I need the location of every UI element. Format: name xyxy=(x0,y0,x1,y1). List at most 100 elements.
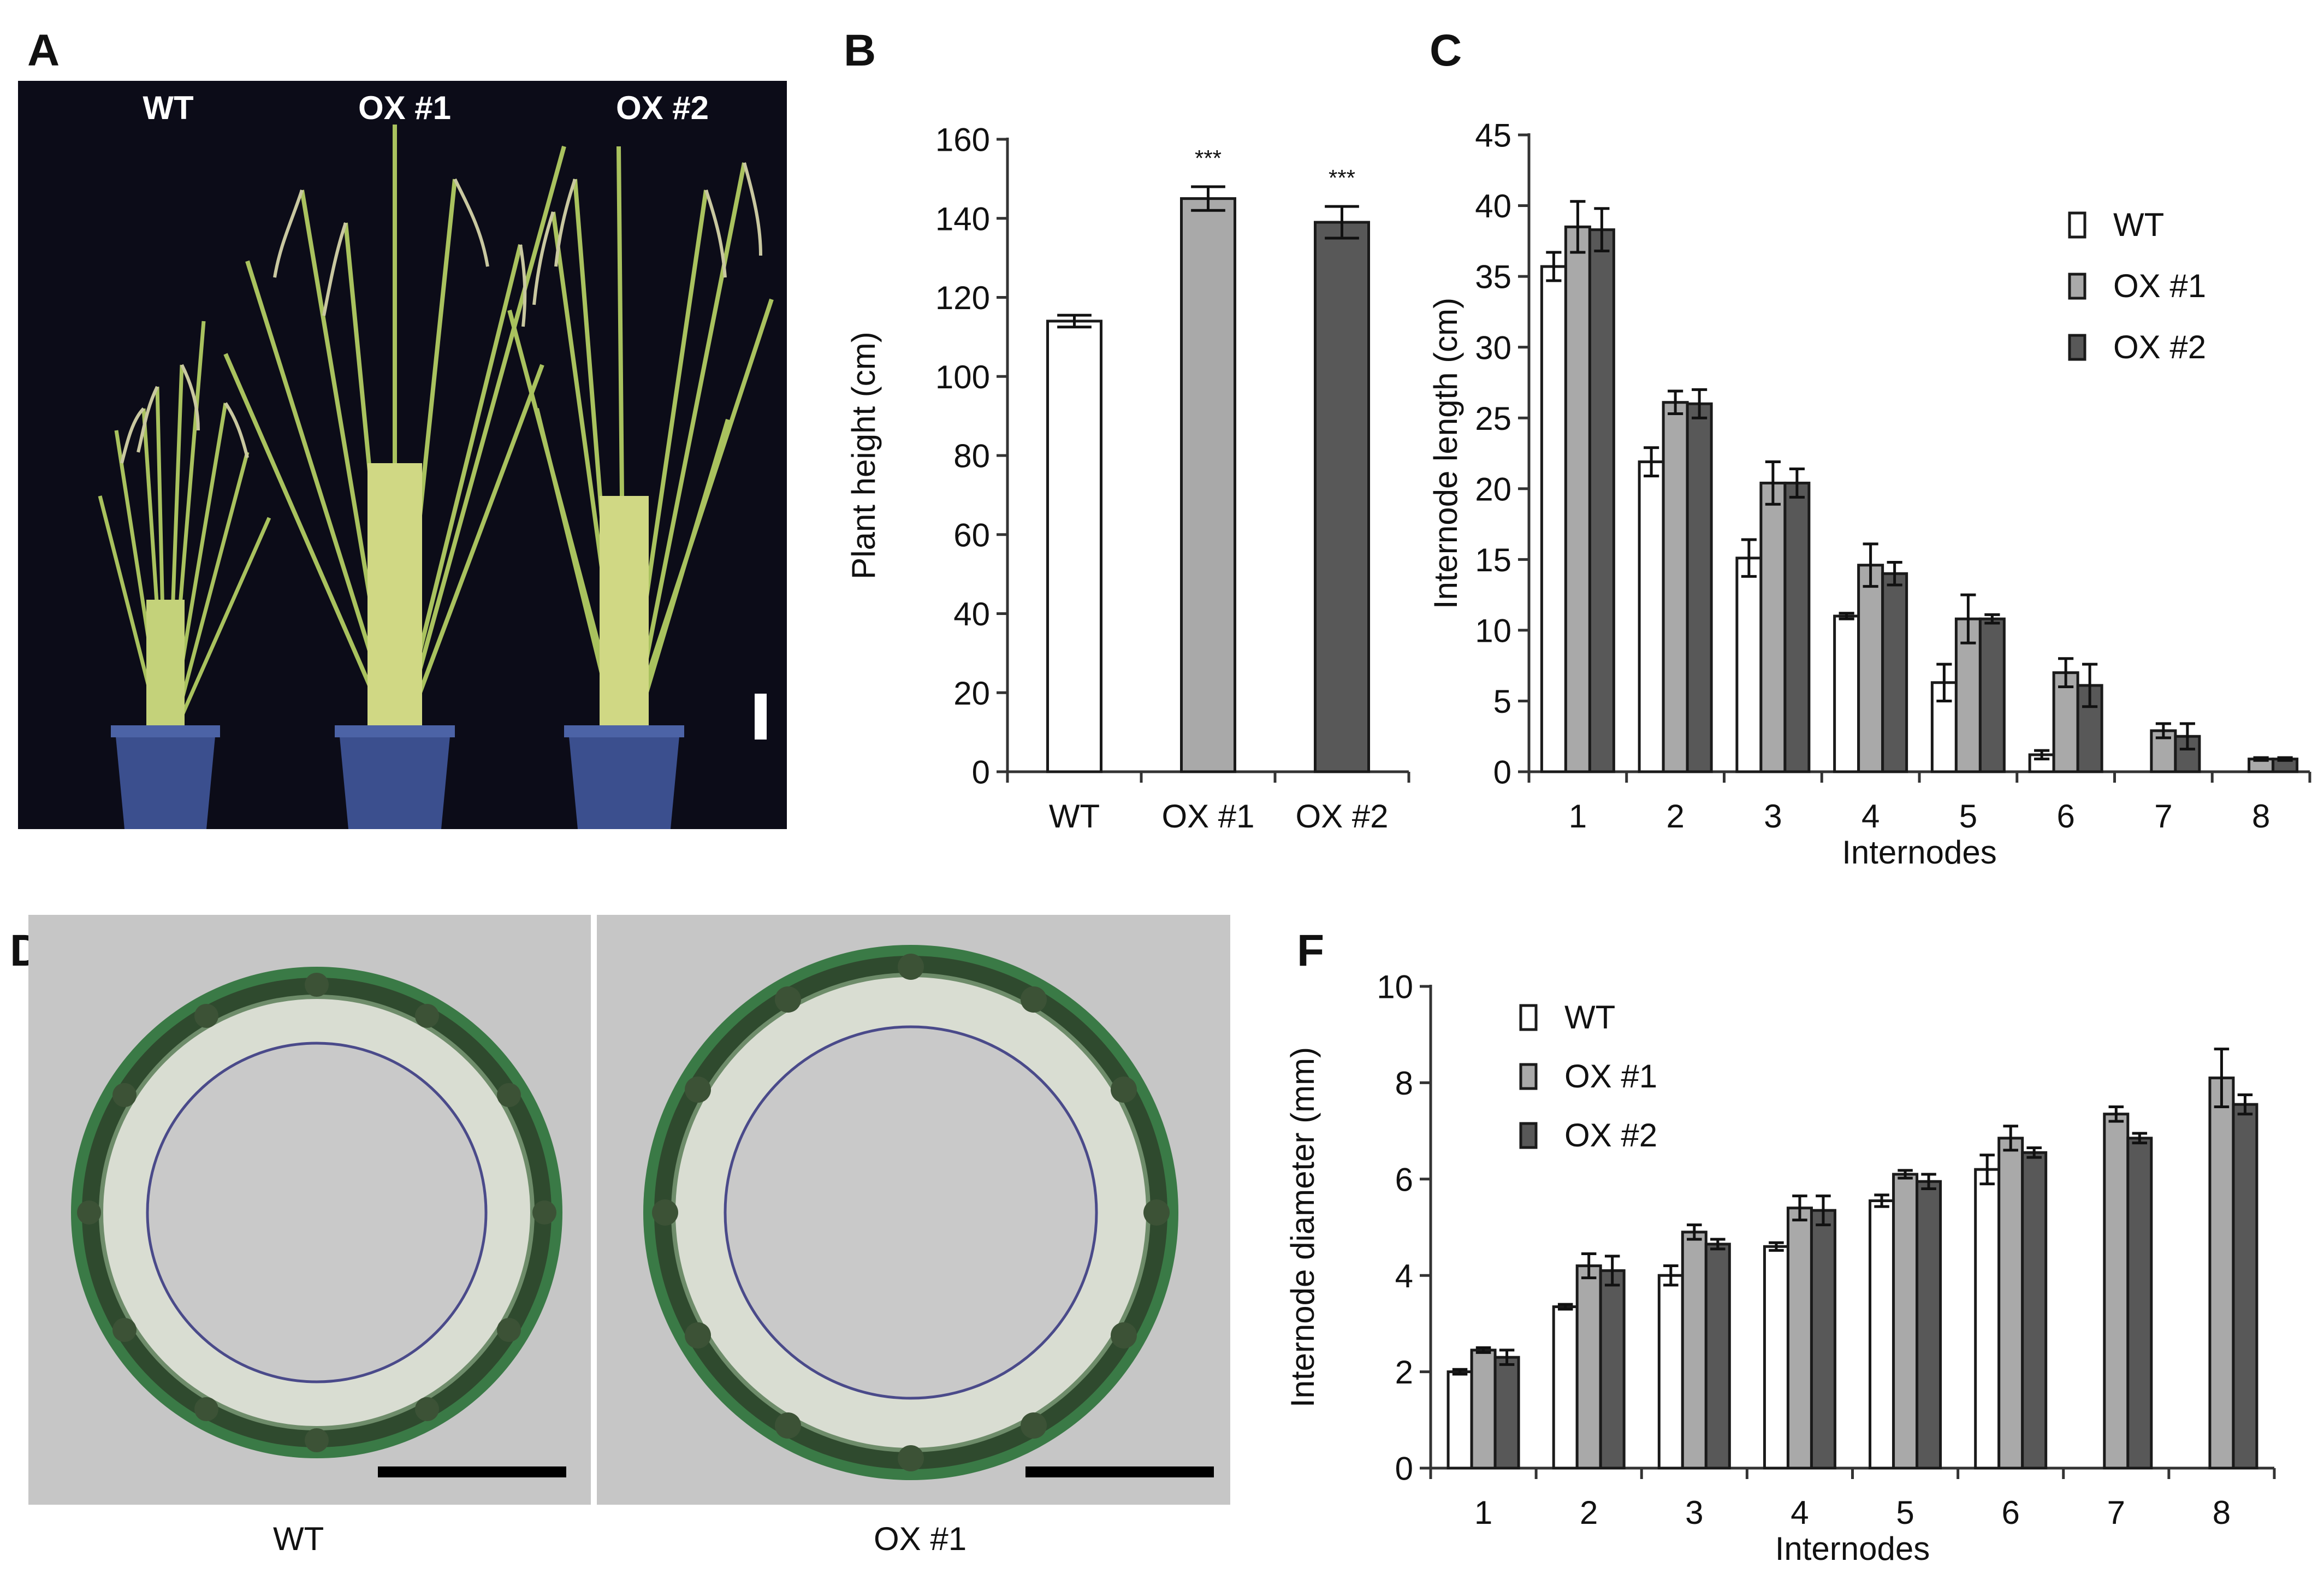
y-tick-label: 2 xyxy=(1395,1354,1413,1391)
bar xyxy=(1786,1207,1813,1470)
photo-label-ox2: OX #2 xyxy=(616,90,709,126)
bar xyxy=(1662,401,1689,773)
x-tick-label: 7 xyxy=(2154,798,2172,835)
x-tick-label: OX #2 xyxy=(1295,798,1388,835)
bar xyxy=(1704,1243,1731,1470)
plant-photo: WT OX #1 OX #2 xyxy=(18,81,787,829)
bar xyxy=(1686,402,1713,773)
bar xyxy=(1046,320,1102,773)
legend-label: OX #2 xyxy=(2113,329,2206,365)
x-tick-label: OX #1 xyxy=(1161,798,1254,835)
x-axis-label: Internodes xyxy=(1775,1530,1930,1567)
bar xyxy=(1783,481,1811,773)
x-tick-label: 8 xyxy=(2252,798,2270,835)
y-tick-label: 30 xyxy=(1475,329,1511,366)
legend-swatch xyxy=(1519,1122,1538,1149)
y-tick-label: 40 xyxy=(1475,188,1511,224)
bar xyxy=(1997,1137,2024,1470)
caption-wt: WT xyxy=(273,1521,324,1557)
x-tick-label: 4 xyxy=(1861,798,1880,835)
scale-bar xyxy=(1025,1466,1214,1477)
legend-label: OX #1 xyxy=(2113,268,2206,304)
bar xyxy=(1857,564,1884,773)
y-tick-label: 40 xyxy=(953,596,990,632)
photo-label-ox1: OX #1 xyxy=(358,90,451,126)
bar xyxy=(1180,197,1236,773)
bar xyxy=(2232,1103,2258,1470)
caption-ox1: OX #1 xyxy=(874,1521,967,1557)
scale-bar xyxy=(378,1466,566,1477)
bar xyxy=(1881,572,1908,773)
panel-label-f: F xyxy=(1297,926,1325,975)
x-tick-label: 8 xyxy=(2213,1494,2231,1531)
legend-swatch xyxy=(2068,273,2086,300)
x-tick-label: 3 xyxy=(1764,798,1782,835)
y-tick-label: 0 xyxy=(1395,1451,1413,1487)
scale-bar xyxy=(755,694,767,740)
plant-ox1 xyxy=(223,125,566,829)
x-tick-label: 1 xyxy=(1474,1494,1492,1531)
bar xyxy=(1540,265,1567,773)
x-tick-label: 2 xyxy=(1666,798,1684,835)
legend-label: OX #2 xyxy=(1564,1117,1657,1154)
bar xyxy=(1446,1370,1473,1470)
x-tick-label: 5 xyxy=(1896,1494,1914,1531)
legend-swatch xyxy=(2068,211,2086,239)
legend-label: WT xyxy=(2113,206,2164,243)
bar xyxy=(1892,1173,1919,1470)
bar xyxy=(1810,1209,1836,1470)
y-tick-label: 8 xyxy=(1395,1065,1413,1102)
y-tick-label: 20 xyxy=(1475,471,1511,507)
y-axis-label: Internode length (cm) xyxy=(1427,298,1464,609)
y-tick-label: 20 xyxy=(953,675,990,712)
bar xyxy=(1657,1274,1684,1470)
y-tick-label: 4 xyxy=(1395,1258,1413,1294)
y-tick-label: 0 xyxy=(972,754,990,791)
bar xyxy=(1314,221,1370,773)
y-tick-label: 45 xyxy=(1475,117,1511,154)
legend-label: OX #1 xyxy=(1564,1058,1657,1095)
y-axis-label: Plant height (cm) xyxy=(845,332,882,579)
x-tick-label: 3 xyxy=(1685,1494,1703,1531)
significance-label: *** xyxy=(1329,165,1355,191)
y-tick-label: 6 xyxy=(1395,1161,1413,1198)
y-tick-label: 100 xyxy=(935,359,990,395)
bar xyxy=(1599,1269,1626,1470)
y-tick-label: 5 xyxy=(1493,683,1511,720)
y-tick-label: 140 xyxy=(935,200,990,237)
x-tick-label: 4 xyxy=(1791,1494,1809,1531)
panel-label-c: C xyxy=(1430,26,1462,75)
plant-ox2 xyxy=(507,146,774,829)
bar xyxy=(2126,1137,2153,1470)
x-tick-label: 6 xyxy=(2002,1494,2020,1531)
y-tick-label: 25 xyxy=(1475,400,1511,437)
plant-height-chart: 0 20 40 60 80 100 120 140 160 WT *** OX #1 *** OX #2 P… xyxy=(845,122,1410,835)
bar xyxy=(2208,1077,2235,1470)
bar xyxy=(1735,557,1763,773)
y-tick-label: 35 xyxy=(1475,259,1511,295)
x-tick-label: 1 xyxy=(1569,798,1587,835)
bar xyxy=(1763,1245,1789,1470)
legend-label: WT xyxy=(1564,999,1615,1036)
bar xyxy=(1681,1231,1708,1470)
panel-label-b: B xyxy=(844,26,876,75)
bar xyxy=(1588,228,1615,773)
plant-wt xyxy=(98,321,271,829)
significance-label: *** xyxy=(1195,145,1222,171)
bar xyxy=(1833,614,1860,773)
x-tick-label: 7 xyxy=(2107,1494,2125,1531)
legend-swatch xyxy=(1519,1063,1538,1090)
y-tick-label: 60 xyxy=(953,517,990,553)
panel-label-a: A xyxy=(27,26,60,75)
bar xyxy=(1552,1305,1579,1470)
bar xyxy=(1470,1349,1497,1470)
bar xyxy=(1916,1180,1942,1470)
x-tick-label: 2 xyxy=(1580,1494,1598,1531)
bar xyxy=(2021,1151,2048,1470)
bar xyxy=(1493,1356,1520,1470)
y-axis-label: Internode diameter (mm) xyxy=(1284,1047,1321,1407)
bar xyxy=(2103,1113,2130,1470)
